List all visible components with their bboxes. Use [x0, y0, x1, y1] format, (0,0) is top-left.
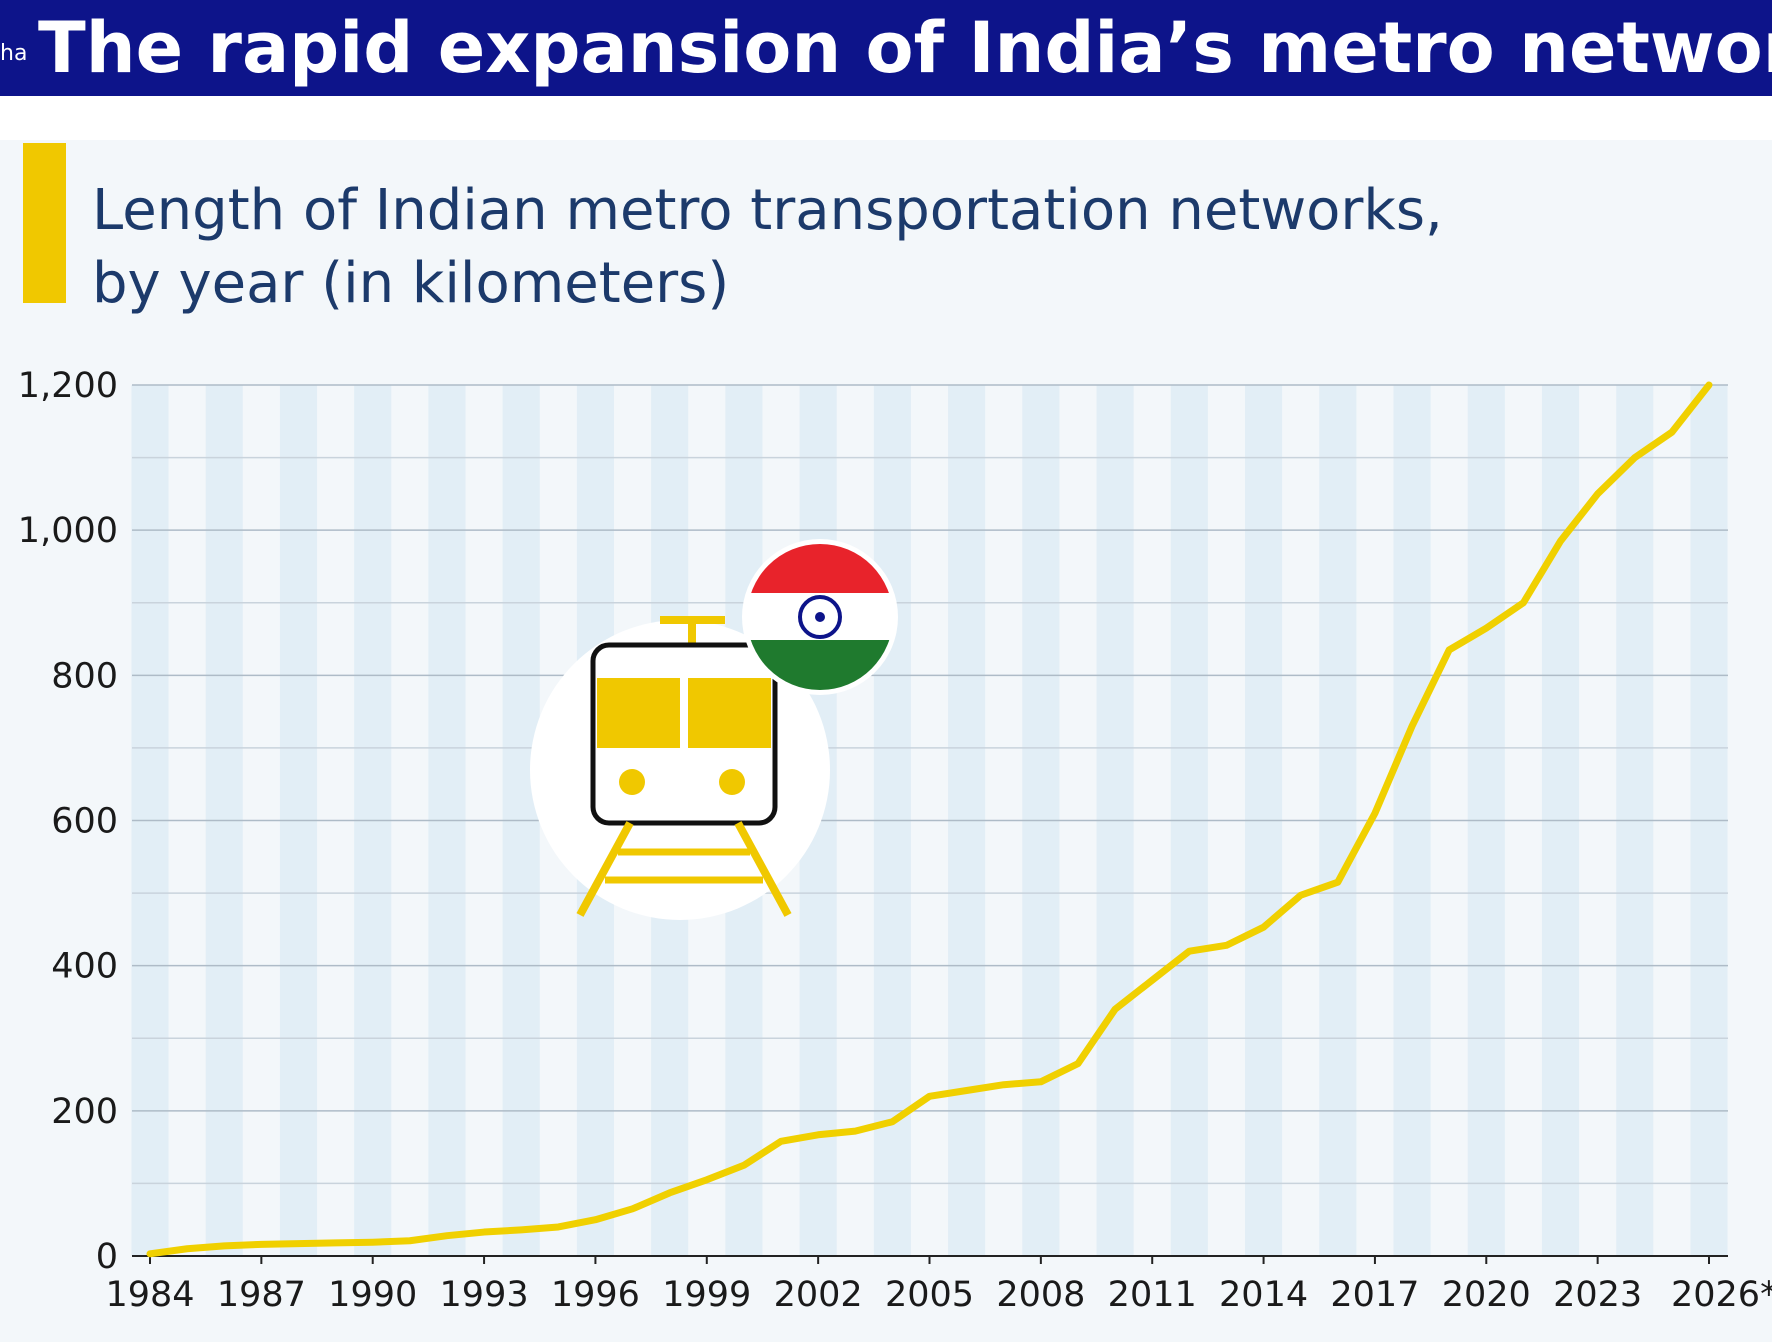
x-tick-label: 1984 — [105, 1275, 194, 1315]
x-tick-label: 2026* — [1671, 1275, 1772, 1315]
chart-subtitle: by year (in kilometers) — [92, 251, 729, 316]
x-tick-label: 1996 — [551, 1275, 640, 1315]
x-tick-label: 2005 — [885, 1275, 974, 1315]
x-tick-label: 1990 — [328, 1275, 417, 1315]
icon-part — [719, 769, 745, 795]
header-bar — [0, 0, 1772, 96]
y-tick-label: 1,200 — [18, 366, 118, 406]
x-tick-label: 2008 — [996, 1275, 1085, 1315]
y-tick-label: 600 — [51, 802, 118, 842]
x-tick-label: 2023 — [1553, 1275, 1642, 1315]
x-tick-label: 2020 — [1442, 1275, 1531, 1315]
y-tick-label: 800 — [51, 656, 118, 696]
y-tick-label: 1,000 — [18, 511, 118, 551]
icon-part — [576, 821, 634, 917]
grid: 0 200 400 600 800 1,000 1,200 1984 1987 1990 1993 1… — [18, 366, 1772, 1315]
chart-title: Length of Indian metro transportation ne… — [92, 178, 1443, 243]
x-tick-label: 2002 — [774, 1275, 863, 1315]
x-tick-label: 1993 — [440, 1275, 529, 1315]
icon-part — [619, 769, 645, 795]
accent-bar — [23, 143, 66, 303]
y-tick-label: 0 — [96, 1237, 118, 1277]
metro-icon — [530, 539, 898, 920]
icon-part — [688, 678, 771, 748]
x-tick-label: 2014 — [1219, 1275, 1308, 1315]
y-tick-label: 400 — [51, 947, 118, 987]
header-fragment: ha — [0, 41, 27, 66]
header-title: The rapid expansion of India’s metro net… — [38, 7, 1772, 89]
x-tick-label: 2011 — [1108, 1275, 1197, 1315]
plot — [146, 381, 1713, 1258]
x-tick-label: 2017 — [1330, 1275, 1419, 1315]
data-line — [146, 381, 1713, 1258]
x-tick-label: 1987 — [217, 1275, 306, 1315]
y-tick-label: 200 — [51, 1092, 118, 1132]
x-tick-label: 1999 — [662, 1275, 751, 1315]
icon-part — [734, 821, 792, 917]
icon-part — [597, 678, 680, 748]
